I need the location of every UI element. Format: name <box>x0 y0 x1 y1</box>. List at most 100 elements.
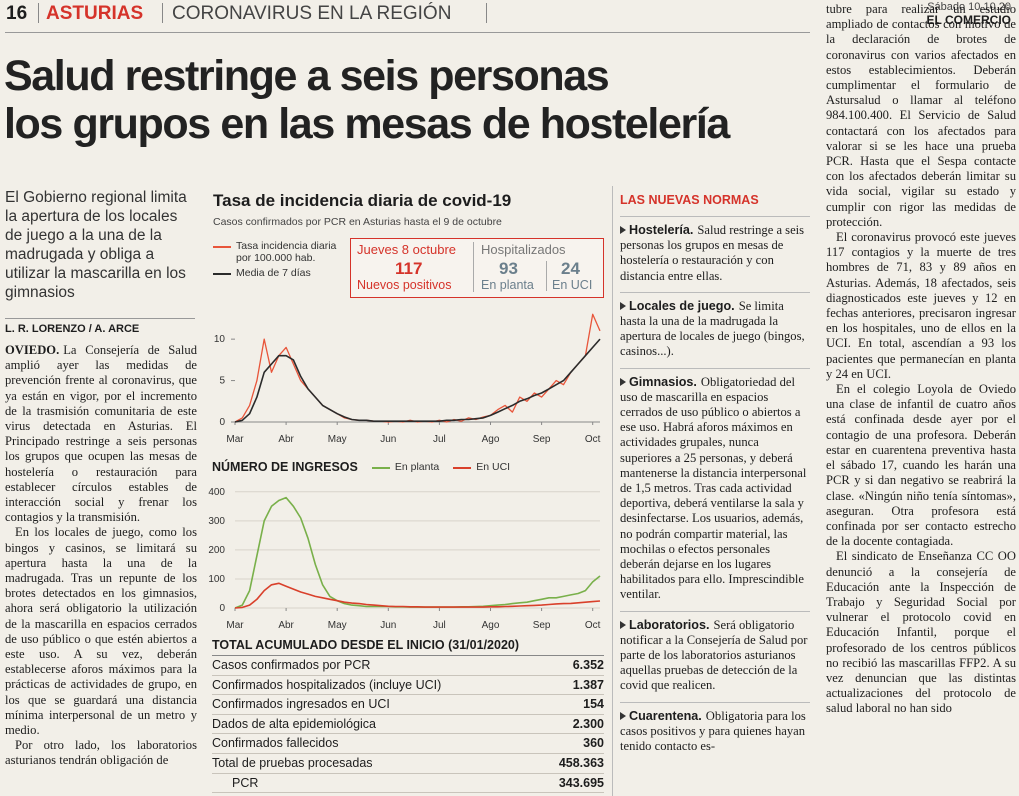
x-tick-label: Jun <box>380 620 396 631</box>
series-line <box>234 338 601 423</box>
row-label: Dados de alta epidemiológica <box>212 716 376 731</box>
table-row: Casos confirmados por PCR 6.352 <box>212 656 604 676</box>
x-tick-label: Ago <box>482 620 500 631</box>
legend-item: En planta <box>371 461 440 473</box>
paragraph-text: Por otro lado, los laboratorios asturian… <box>5 738 197 768</box>
paragraph: El coronavirus provocó este jueves 117 c… <box>826 230 1016 381</box>
y-tick-label: 0 <box>219 603 225 614</box>
row-value: 154 <box>583 697 604 712</box>
body-column: tubre para realizar un estudio ampliado … <box>826 2 1016 796</box>
y-tick-label: 400 <box>208 487 225 498</box>
section: ASTURIAS <box>46 3 144 24</box>
page-number: 16 <box>6 3 28 24</box>
rule-title: Hostelería. <box>629 223 694 237</box>
rule-title: Laboratorios. <box>629 617 710 632</box>
rule-title: Cuarentena. <box>629 708 702 723</box>
lead: El Gobierno regional limita la apertura … <box>5 189 187 301</box>
dateline: OVIEDO. <box>5 343 60 357</box>
headline: Salud restringe a seis personas los grupo… <box>4 52 814 148</box>
rule-text: Salud restringe a seis personas los grup… <box>620 223 805 283</box>
paper-name: EL COMERCIO <box>926 13 1011 27</box>
rule-text: Obligatoria para los casos positivos y p… <box>620 708 806 754</box>
table-row: Total de pruebas procesadas 458.363 <box>212 754 604 774</box>
x-tick-label: Mar <box>226 434 244 445</box>
table-row: PCR 343.695 <box>212 774 604 794</box>
row-value: 2.300 <box>572 716 604 731</box>
series-line <box>234 582 601 609</box>
table-title: TOTAL ACUMULADO DESDE EL INICIO (31/01/2… <box>212 638 604 656</box>
ward-count: 93 <box>499 259 518 278</box>
table-row: Dados de alta epidemiológica 2.300 <box>212 715 604 735</box>
y-tick-label: 300 <box>208 516 225 527</box>
chart-title: NÚMERO DE INGRESOS <box>212 460 358 474</box>
legend-swatch <box>213 273 231 275</box>
legend-label: En planta <box>394 461 440 473</box>
rule <box>5 32 810 33</box>
rule-item: Cuarentena. Obligatoria para los casos po… <box>620 701 810 755</box>
headline-line: los grupos en las mesas de hostelería <box>4 100 730 148</box>
x-tick-label: Oct <box>585 620 601 631</box>
bullet <box>620 620 626 629</box>
separator <box>38 3 39 23</box>
date: Sábado 10.10.20 <box>927 1 1011 13</box>
row-label: Confirmados fallecidos <box>212 736 339 751</box>
incidence-chart: 0 5 10 Mar Abr May Jun Jul Ago Sep Oct <box>214 313 601 445</box>
rule-title: Gimnasios. <box>629 374 697 389</box>
legend-item: En UCI <box>453 461 510 473</box>
icu-count: 24 <box>561 259 580 278</box>
rule-item: Locales de juego. Se limita hasta la una … <box>620 291 810 360</box>
row-label: Casos confirmados por PCR <box>212 658 371 672</box>
y-tick-label: 0 <box>219 417 225 428</box>
paragraph: En el colegio Loyola de Oviedo una clase… <box>826 382 1016 549</box>
paragraph-text: La Consejería de Salud amplió ayer las m… <box>5 343 197 525</box>
chart-subtitle: Casos confirmados por PCR en Asturias ha… <box>213 216 502 228</box>
byline: L. R. LORENZO / A. ARCE <box>5 318 195 335</box>
topic: CORONAVIRUS EN LA REGIÓN <box>172 3 452 24</box>
rule-item: Laboratorios. Será obligatorio notificar … <box>620 610 810 694</box>
separator <box>473 242 474 292</box>
rules-column: Hostelería. Salud restringe a seis person… <box>620 216 810 796</box>
stats-date: Jueves 8 octubre <box>357 242 457 257</box>
row-value: 458.363 <box>558 755 604 770</box>
totals-table: TOTAL ACUMULADO DESDE EL INICIO (31/01/2… <box>212 638 604 794</box>
legend-label: Media de 7 días <box>236 267 311 279</box>
x-tick-label: Jul <box>433 620 446 631</box>
row-value: 360 <box>583 736 604 751</box>
legend-swatch <box>371 467 390 469</box>
paragraph: El sindicato de Enseñanza CC OO denunció… <box>826 549 1016 716</box>
series-line <box>234 313 601 423</box>
hosp-title: Hospitalizados <box>481 242 566 257</box>
paragraph: OVIEDO. La Consejería de Salud amplió aye… <box>5 343 197 525</box>
x-tick-label: Abr <box>278 434 294 445</box>
legend-swatch <box>213 246 231 248</box>
paragraph-text: En los locales de juego, como los bingos… <box>5 525 197 738</box>
table-row: Confirmados ingresados en UCI 154 <box>212 695 604 715</box>
rule-title: Locales de juego. <box>629 298 735 313</box>
table-body: Casos confirmados por PCR 6.352 Confirmado… <box>212 656 604 794</box>
bullet <box>620 711 626 720</box>
rule-text: Obligatoriedad del uso de mascarilla en … <box>620 374 807 602</box>
x-tick-label: Jul <box>433 434 446 445</box>
bullet <box>620 301 626 310</box>
rule-text: Será obligatorio notificar a la Consejer… <box>620 617 808 693</box>
rule-text: Se limita hasta la una de la madrugada l… <box>620 298 805 359</box>
body-column: OVIEDO. La Consejería de Salud amplió aye… <box>5 343 197 796</box>
icu-label: En UCI <box>552 278 593 292</box>
x-tick-label: Abr <box>278 620 294 631</box>
x-tick-label: Sep <box>533 620 551 631</box>
row-label: Confirmados ingresados en UCI <box>212 697 390 712</box>
y-tick-label: 5 <box>219 376 225 387</box>
x-tick-label: May <box>328 620 347 631</box>
legend-swatch <box>453 467 472 469</box>
new-cases: 117 <box>395 259 423 278</box>
legend: En planta En UCI <box>371 461 510 473</box>
rules-title: LAS NUEVAS NORMAS <box>620 193 759 207</box>
legend-label: En UCI <box>476 461 511 473</box>
x-tick-label: May <box>328 434 347 445</box>
y-tick-label: 200 <box>208 545 225 556</box>
separator <box>162 3 163 23</box>
new-cases-label: Nuevos positivos <box>357 278 452 292</box>
rule-item: Gimnasios. Obligatoriedad del uso de masc… <box>620 367 810 603</box>
header-bar: 16 ASTURIAS CORONAVIRUS EN LA REGIÓN Sáb… <box>0 0 1019 28</box>
